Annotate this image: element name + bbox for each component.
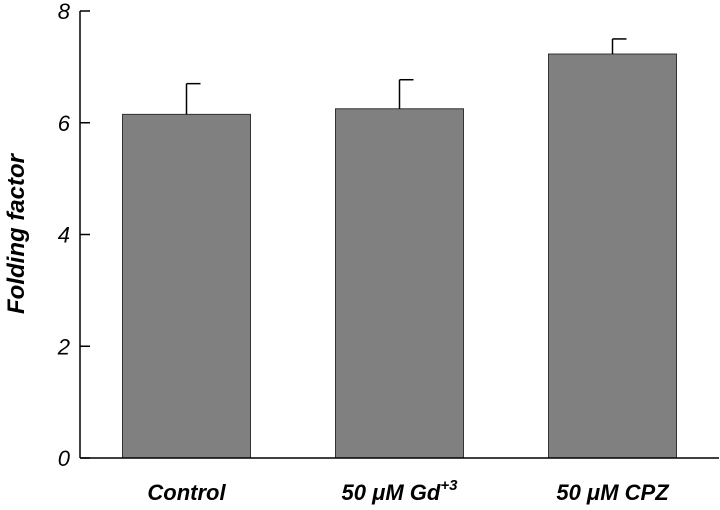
x-category-label: 50 μM CPZ xyxy=(556,480,670,505)
bar xyxy=(335,108,464,459)
y-axis-title: Folding factor xyxy=(3,152,30,314)
x-category-label-superscript: +3 xyxy=(440,477,458,494)
bar xyxy=(548,53,677,459)
bars-layer xyxy=(122,53,677,459)
y-ticks: 0 2 4 6 8 xyxy=(57,0,90,471)
error-bars-layer xyxy=(185,38,627,115)
x-category-label-text: Control xyxy=(147,480,226,505)
x-category-label: Control xyxy=(147,480,226,505)
bar xyxy=(122,113,251,459)
y-tick-label: 0 xyxy=(58,446,71,471)
x-category-label: 50 μM Gd+3 xyxy=(342,477,459,505)
x-category-label-text: 50 μM CPZ xyxy=(556,480,670,505)
y-tick-label: 6 xyxy=(58,111,71,136)
y-tick-label: 4 xyxy=(58,223,70,248)
x-category-label-text: 50 μM Gd xyxy=(342,480,441,505)
y-tick-label: 8 xyxy=(58,0,71,24)
x-category-labels: Control 50 μM Gd+3 50 μM CPZ xyxy=(147,477,670,505)
y-tick-label: 2 xyxy=(57,334,70,359)
